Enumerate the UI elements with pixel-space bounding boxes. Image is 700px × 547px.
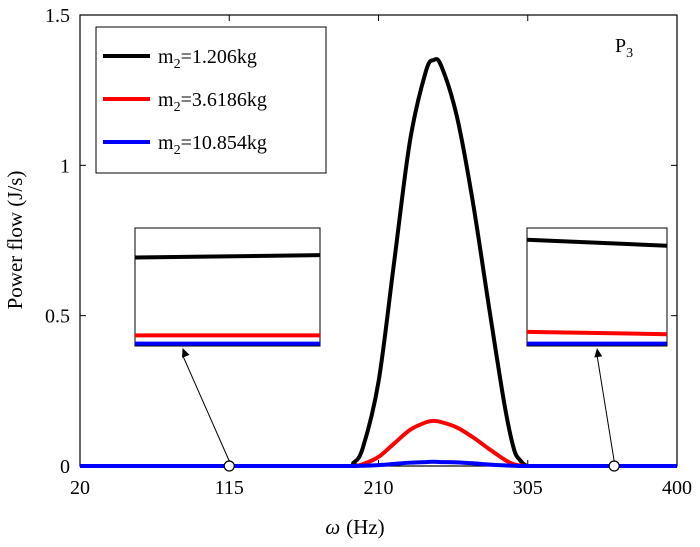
series-line-1: [80, 57, 677, 469]
inset-line-1: [134, 253, 321, 260]
inset-frame: [134, 227, 321, 347]
inset-arrowhead: [182, 348, 190, 358]
series-layer: [80, 57, 677, 469]
inset-anchor-marker: [223, 460, 235, 472]
inset-pointer-line: [596, 354, 615, 462]
y-axis-label: Power flow (J/s): [3, 171, 27, 310]
y-tick-label: 1: [60, 155, 70, 177]
legend-label-2: m2=3.6186kg: [158, 89, 267, 115]
inset-pointer-line: [182, 354, 230, 462]
inset-arrowhead: [594, 348, 603, 358]
left-zoom-inset: [134, 227, 321, 472]
panel-label: P3: [615, 35, 633, 61]
inset-frame: [526, 227, 668, 347]
x-tick-label: 210: [364, 477, 394, 499]
legend-label-1: m2=1.206kg: [158, 46, 257, 72]
inset-anchor-marker: [608, 460, 620, 472]
x-tick-label: 20: [70, 477, 90, 499]
inset-line-1: [526, 237, 668, 248]
inset-line-2: [526, 329, 668, 337]
x-tick-label: 115: [215, 477, 244, 499]
right-zoom-inset: [526, 227, 668, 472]
legend-label-3: m2=10.854kg: [158, 132, 267, 158]
x-tick-label: 400: [662, 477, 692, 499]
x-tick-label: 305: [513, 477, 543, 499]
x-axis-label: ω (Hz): [325, 515, 384, 539]
series-line-2: [80, 418, 677, 469]
y-tick-label: 0.5: [45, 306, 70, 328]
y-tick-label: 1.5: [45, 5, 70, 27]
y-tick-label: 0: [60, 456, 70, 478]
inset-layer: [134, 227, 668, 472]
series-line-3: [80, 459, 677, 469]
legend: m2=1.206kg m2=3.6186kg m2=10.854kg: [95, 26, 327, 174]
